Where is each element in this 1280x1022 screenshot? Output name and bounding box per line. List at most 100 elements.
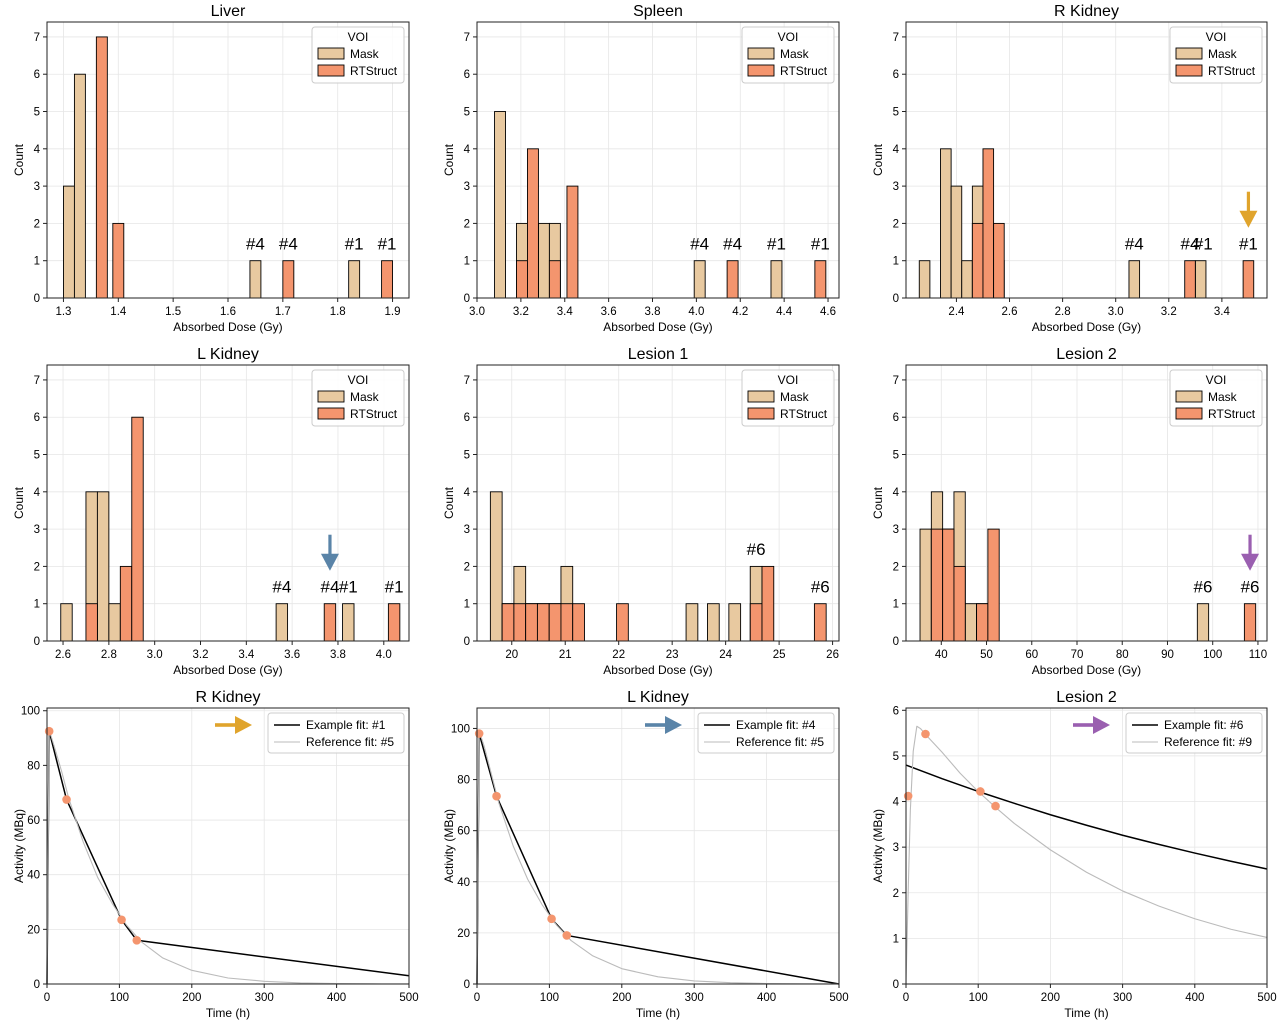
x-axis-label: Time (h) bbox=[1064, 1006, 1108, 1020]
legend-swatch bbox=[1175, 390, 1203, 403]
x-tick-label: 26 bbox=[826, 649, 839, 661]
y-tick-label: 4 bbox=[464, 144, 471, 156]
rtstruct-bar bbox=[536, 603, 550, 642]
y-tick-label: 6 bbox=[893, 412, 899, 424]
x-tick-label: 4.6 bbox=[820, 306, 836, 318]
y-tick-label: 100 bbox=[451, 723, 470, 735]
x-tick-label: 40 bbox=[935, 649, 948, 661]
legend-swatch bbox=[1175, 47, 1203, 60]
x-tick-label: 500 bbox=[1257, 992, 1276, 1004]
y-axis-label: Activity (MBq) bbox=[442, 809, 456, 883]
rtstruct-bar bbox=[987, 528, 1000, 642]
rtstruct-bar bbox=[119, 565, 133, 642]
measured-point bbox=[921, 729, 930, 739]
rtstruct-bar bbox=[387, 603, 401, 642]
y-axis-label: Count bbox=[12, 486, 26, 519]
y-tick-label: 100 bbox=[21, 706, 40, 718]
x-axis-label: Absorbed Dose (Gy) bbox=[173, 320, 282, 334]
arrow-shaft bbox=[1248, 534, 1252, 556]
chart-title: Spleen bbox=[633, 3, 683, 20]
legend-swatch bbox=[1175, 64, 1203, 77]
x-tick-label: 4.0 bbox=[688, 306, 704, 318]
y-tick-label: 6 bbox=[464, 412, 470, 424]
arrow-head bbox=[320, 553, 339, 571]
measured-point bbox=[547, 914, 556, 924]
x-axis-label: Time (h) bbox=[206, 1006, 250, 1020]
x-tick-label: 1.9 bbox=[385, 306, 401, 318]
y-tick-label: 3 bbox=[34, 181, 40, 193]
down-arrow-icon bbox=[1241, 534, 1260, 571]
x-tick-label: 400 bbox=[757, 992, 776, 1004]
rtstruct-bar bbox=[525, 603, 538, 642]
y-axis-label: Count bbox=[871, 143, 885, 176]
y-tick-label: 6 bbox=[34, 412, 40, 424]
rtstruct-bar bbox=[976, 603, 989, 642]
y-tick-label: 1 bbox=[893, 933, 899, 945]
y-tick-label: 80 bbox=[27, 760, 40, 772]
reference-fit-line bbox=[905, 725, 1268, 985]
x-tick-label: 1.8 bbox=[330, 306, 346, 318]
x-tick-label: 2.4 bbox=[948, 306, 965, 318]
y-tick-label: 2 bbox=[893, 888, 899, 900]
mask-bar bbox=[73, 73, 86, 299]
y-tick-label: 7 bbox=[34, 32, 40, 44]
legend-entry: Example fit: #1 bbox=[306, 718, 386, 732]
x-tick-label: 100 bbox=[1203, 649, 1222, 661]
chart-title: Liver bbox=[211, 3, 246, 20]
mask-bar bbox=[489, 491, 503, 642]
case-annotation: #1 bbox=[385, 578, 404, 597]
mask-bar bbox=[707, 603, 720, 642]
legend-entry: RTStruct bbox=[780, 64, 828, 78]
mask-bar bbox=[96, 491, 110, 642]
x-tick-label: 400 bbox=[327, 992, 346, 1004]
x-axis-label: Absorbed Dose (Gy) bbox=[603, 320, 712, 334]
y-tick-label: 3 bbox=[34, 524, 40, 536]
case-annotation: #1 bbox=[378, 235, 397, 254]
x-tick-label: 0 bbox=[44, 992, 50, 1004]
x-tick-label: 3.2 bbox=[513, 306, 529, 318]
panel-fit-lesion2: 0 100 200 300 400 500 0 1 2 3 4 5 6 Lesion 2 Time (h) A… bbox=[871, 689, 1277, 1020]
legend: VOI Mask RTStruct bbox=[311, 369, 405, 427]
x-tick-label: 20 bbox=[505, 649, 518, 661]
y-axis-label: Activity (MBq) bbox=[12, 809, 26, 883]
mask-bar bbox=[108, 603, 121, 642]
x-tick-label: 1.6 bbox=[220, 306, 236, 318]
case-annotation: #1 bbox=[811, 235, 830, 254]
measured-point bbox=[132, 935, 142, 945]
y-tick-label: 7 bbox=[34, 375, 40, 387]
arrow-shaft bbox=[645, 723, 668, 727]
mask-bar bbox=[685, 603, 699, 642]
case-annotation: #1 bbox=[345, 235, 364, 254]
chart-title: L Kidney bbox=[627, 689, 689, 706]
rtstruct-bar bbox=[566, 185, 579, 299]
x-tick-label: 3.2 bbox=[193, 649, 209, 661]
legend: VOI Mask RTStruct bbox=[1169, 26, 1263, 84]
legend: Example fit: #4 Reference fit: #5 bbox=[697, 712, 835, 754]
rtstruct-bar bbox=[942, 528, 955, 642]
rtstruct-bar bbox=[813, 603, 827, 642]
rtstruct-bar bbox=[993, 222, 1005, 299]
case-annotation: #4 bbox=[1181, 235, 1200, 254]
chart-title: R Kidney bbox=[1054, 3, 1119, 20]
legend-entry: Reference fit: #9 bbox=[1164, 735, 1252, 749]
y-tick-label: 0 bbox=[893, 979, 899, 991]
y-axis-label: Count bbox=[871, 486, 885, 519]
mask-bar bbox=[1196, 603, 1210, 642]
mask-bar bbox=[770, 260, 783, 299]
x-tick-label: 3.4 bbox=[1214, 306, 1231, 318]
y-axis-label: Count bbox=[442, 486, 456, 519]
x-tick-label: 500 bbox=[399, 992, 418, 1004]
measured-point bbox=[991, 801, 1000, 811]
rtstruct-bar bbox=[548, 603, 562, 642]
mask-bar bbox=[940, 148, 952, 299]
legend-box bbox=[1125, 712, 1263, 754]
case-annotation: #4 bbox=[272, 578, 291, 597]
measured-point bbox=[562, 931, 572, 940]
case-annotation: #1 bbox=[1194, 235, 1213, 254]
legend-entry: RTStruct bbox=[350, 407, 398, 421]
x-tick-label: 22 bbox=[612, 649, 625, 661]
y-tick-label: 0 bbox=[464, 293, 470, 305]
x-tick-label: 80 bbox=[1116, 649, 1129, 661]
case-annotation: #6 bbox=[1241, 578, 1260, 597]
